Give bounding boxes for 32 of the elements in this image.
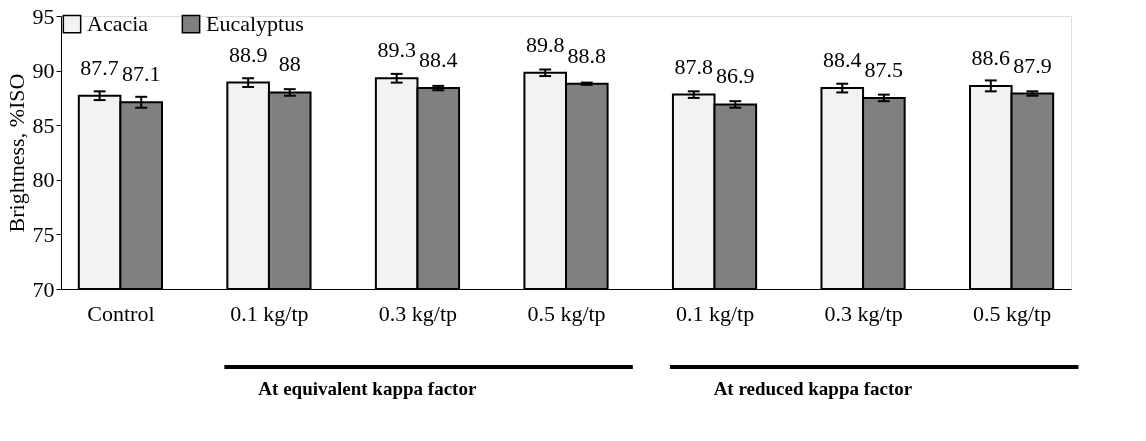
x-tick-label: 0.3 kg/tp [824,300,903,326]
data-label: 88.9 [228,41,268,67]
data-label: 87.9 [1013,52,1052,78]
y-tick-label: 80 [32,167,55,193]
data-label: 88.6 [971,44,1011,70]
data-label: 87.8 [674,53,713,79]
x-tick-label: 0.5 kg/tp [527,300,606,326]
y-tick-label: 95 [32,3,55,29]
data-label: 88.4 [419,47,458,73]
x-tick-label: 0.5 kg/tp [972,300,1052,326]
data-label: 88.8 [567,42,607,68]
data-label: 86.9 [716,63,755,89]
y-tick-label: 85 [32,112,55,138]
y-tick-label: 70 [32,276,55,302]
x-tick-label: 0.3 kg/tp [378,300,458,326]
data-label: 87.1 [121,61,161,87]
legend-label: Eucalyptus [206,11,304,37]
data-label: 87.5 [864,56,904,82]
x-tick-label: 0.1 kg/tp [230,300,309,326]
data-label: 88 [278,51,301,77]
data-label: 89.3 [377,37,416,63]
x-tick-label: 0.1 kg/tp [675,300,755,326]
y-axis-title: Brightness, %ISO [3,73,29,233]
legend-label: Acacia [87,11,149,37]
text: At reduced kappa factor [713,378,913,399]
data-label: 88.4 [823,47,862,73]
x-tick-label: Control [87,300,155,326]
data-label: 87.7 [80,54,119,80]
y-tick-label: 90 [32,58,55,84]
text: At equivalent kappa factor [258,378,477,399]
data-label: 89.8 [525,31,565,57]
y-tick-label: 75 [32,221,55,247]
